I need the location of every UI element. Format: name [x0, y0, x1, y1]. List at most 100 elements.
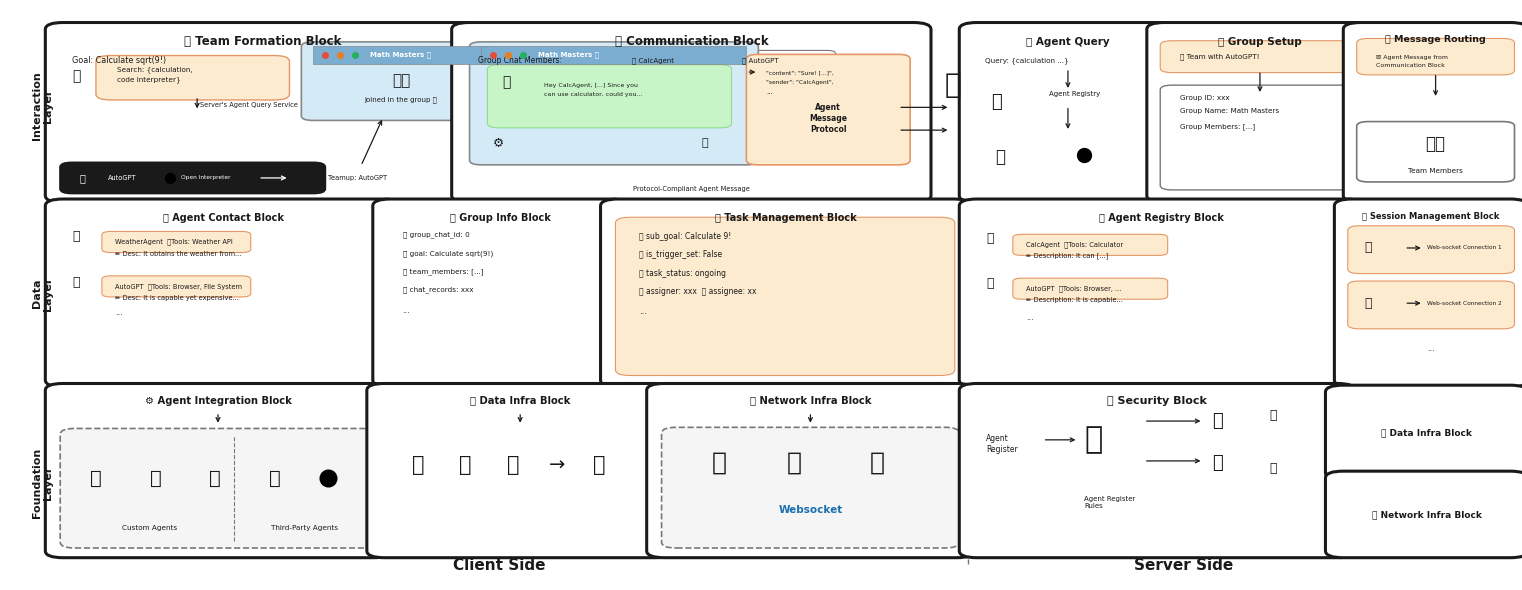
Text: Agent Register
Rules: Agent Register Rules: [1084, 496, 1135, 509]
FancyBboxPatch shape: [647, 384, 974, 558]
Text: ...: ...: [639, 307, 647, 316]
Text: 🆔 group_chat_id: 0: 🆔 group_chat_id: 0: [402, 231, 469, 238]
FancyBboxPatch shape: [373, 199, 629, 387]
FancyBboxPatch shape: [46, 22, 479, 202]
Text: 👾: 👾: [269, 468, 280, 487]
Text: ...: ...: [116, 309, 123, 317]
Text: Protocol: Protocol: [810, 125, 846, 134]
Text: Foundation
Layer: Foundation Layer: [32, 447, 53, 517]
FancyBboxPatch shape: [1356, 38, 1514, 75]
Text: Math Masters 🐲: Math Masters 🐲: [370, 52, 431, 58]
Text: 👥 team_members: [...]: 👥 team_members: [...]: [402, 268, 482, 276]
Text: 🎯 goal: Calculate sqrt(9!): 🎯 goal: Calculate sqrt(9!): [402, 250, 493, 257]
Text: 🗄️: 🗄️: [992, 93, 1003, 111]
FancyBboxPatch shape: [367, 384, 673, 558]
Text: "content": "Sure! [...]",: "content": "Sure! [...]",: [766, 71, 834, 76]
Text: Message: Message: [810, 114, 848, 123]
Text: 👤 assigner: xxx  📌 assignee: xx: 👤 assigner: xxx 📌 assignee: xx: [639, 287, 756, 296]
Text: ...: ...: [766, 89, 773, 95]
Text: 💬 chat_records: xxx: 💬 chat_records: xxx: [402, 287, 473, 293]
Text: AutoGPT  🔨Tools: Browser, File System: AutoGPT 🔨Tools: Browser, File System: [116, 283, 242, 290]
Text: 🤖: 🤖: [1213, 412, 1224, 430]
Text: 🔍 Agent Query: 🔍 Agent Query: [1026, 37, 1110, 47]
Text: 🤖 AutoGPT: 🤖 AutoGPT: [741, 57, 778, 64]
Text: 📧 Message Routing: 📧 Message Routing: [1385, 35, 1485, 44]
FancyBboxPatch shape: [1160, 41, 1359, 73]
Text: Web-socket Connection 1: Web-socket Connection 1: [1426, 245, 1501, 251]
Text: can use calculator, could you...: can use calculator, could you...: [543, 92, 642, 97]
Text: 🤖: 🤖: [995, 148, 1005, 166]
Text: Client Side: Client Side: [454, 558, 545, 573]
Text: ✏ Description: It can [...]: ✏ Description: It can [...]: [1026, 253, 1108, 260]
Text: 🗄️: 🗄️: [594, 455, 606, 476]
Text: 🤖: 🤖: [298, 173, 304, 183]
Text: "sender": "CalcAgent",: "sender": "CalcAgent",: [766, 80, 834, 86]
FancyBboxPatch shape: [1335, 199, 1522, 387]
Text: ✏ Desc: It is capable yet expensive...: ✏ Desc: It is capable yet expensive...: [116, 295, 239, 301]
FancyBboxPatch shape: [102, 231, 251, 253]
Text: 🤖: 🤖: [209, 468, 221, 487]
Text: 🤖: 🤖: [90, 468, 102, 487]
FancyBboxPatch shape: [1348, 281, 1514, 329]
Text: code interpreter}: code interpreter}: [117, 76, 181, 83]
Text: 📋: 📋: [945, 71, 962, 99]
Text: ✉ Agent Message from: ✉ Agent Message from: [1376, 55, 1447, 60]
Text: 🤖: 🤖: [72, 230, 79, 243]
Text: 🗄️ Data Infra Block: 🗄️ Data Infra Block: [470, 395, 571, 405]
Text: ...: ...: [402, 306, 411, 315]
Text: Interaction
Layer: Interaction Layer: [32, 71, 53, 140]
FancyBboxPatch shape: [452, 22, 931, 202]
Text: 🤖: 🤖: [1364, 241, 1371, 254]
Text: Open Interpreter: Open Interpreter: [181, 175, 230, 181]
Text: 🗄️: 🗄️: [460, 455, 472, 476]
Text: Server Side: Server Side: [1134, 558, 1234, 573]
Text: WeatherAgent  🔨Tools: Weather API: WeatherAgent 🔨Tools: Weather API: [116, 238, 233, 245]
Text: 🤖: 🤖: [1364, 297, 1371, 310]
FancyBboxPatch shape: [746, 54, 910, 165]
Text: 🟢 task_status: ongoing: 🟢 task_status: ongoing: [639, 268, 726, 277]
Text: 🤖: 🤖: [986, 277, 994, 290]
Text: 🤖: 🤖: [702, 138, 708, 148]
FancyBboxPatch shape: [959, 384, 1355, 558]
Text: ...: ...: [1428, 344, 1435, 353]
Text: 🎯 sub_goal: Calculate 9!: 🎯 sub_goal: Calculate 9!: [639, 232, 732, 241]
Text: 📞 Communication Block: 📞 Communication Block: [615, 35, 769, 48]
Text: 📋 Task Management Block: 📋 Task Management Block: [715, 214, 857, 224]
Text: 🤖👾: 🤖👾: [1426, 135, 1446, 153]
Text: AutoGPT  🔨Tools: Browser, ...: AutoGPT 🔨Tools: Browser, ...: [1026, 286, 1122, 292]
FancyBboxPatch shape: [61, 428, 376, 548]
FancyBboxPatch shape: [1348, 226, 1514, 274]
Text: 📶 Network Infra Block: 📶 Network Infra Block: [1371, 510, 1481, 519]
Text: 💬 Group Info Block: 💬 Group Info Block: [451, 214, 551, 224]
Text: Custom Agents: Custom Agents: [122, 525, 177, 531]
Text: Group Name: Math Masters: Group Name: Math Masters: [1180, 109, 1278, 114]
Text: Hey CalcAgent, [...] Since you: Hey CalcAgent, [...] Since you: [543, 83, 638, 88]
FancyBboxPatch shape: [470, 42, 758, 165]
Bar: [314, 47, 489, 64]
FancyBboxPatch shape: [615, 217, 954, 375]
Text: Server's Agent Query Service: Server's Agent Query Service: [199, 101, 298, 107]
Text: CalcAgent  🔨Tools: Calculator: CalcAgent 🔨Tools: Calculator: [1026, 241, 1123, 248]
FancyBboxPatch shape: [1356, 122, 1514, 182]
FancyBboxPatch shape: [662, 427, 959, 548]
FancyBboxPatch shape: [301, 42, 501, 120]
Text: Group ID: xxx: Group ID: xxx: [1180, 94, 1230, 101]
Text: ⚙️: ⚙️: [493, 137, 505, 150]
Text: Agent
Register: Agent Register: [986, 434, 1018, 454]
FancyBboxPatch shape: [959, 22, 1177, 202]
Text: 🗄️ Data Infra Block: 🗄️ Data Infra Block: [1382, 428, 1472, 437]
Text: AutoGPT: AutoGPT: [108, 175, 137, 181]
Text: Group Chat Members:: Group Chat Members:: [478, 56, 563, 65]
FancyBboxPatch shape: [1148, 22, 1373, 202]
Text: ⚙️ Agent Integration Block: ⚙️ Agent Integration Block: [145, 395, 291, 405]
Text: 🌐: 🌐: [787, 451, 802, 474]
Text: 🗄️: 🗄️: [411, 455, 425, 476]
Text: Third-Party Agents: Third-Party Agents: [271, 525, 338, 531]
FancyBboxPatch shape: [1326, 385, 1522, 480]
FancyBboxPatch shape: [729, 50, 836, 71]
Text: 🔗 is_trigger_set: False: 🔗 is_trigger_set: False: [639, 250, 723, 260]
Text: Group Members: [...]: Group Members: [...]: [1180, 123, 1254, 130]
Text: 🤖: 🤖: [72, 69, 81, 83]
Text: 🤖 CalcAgent: 🤖 CalcAgent: [632, 57, 674, 64]
Text: ...: ...: [1026, 313, 1033, 322]
